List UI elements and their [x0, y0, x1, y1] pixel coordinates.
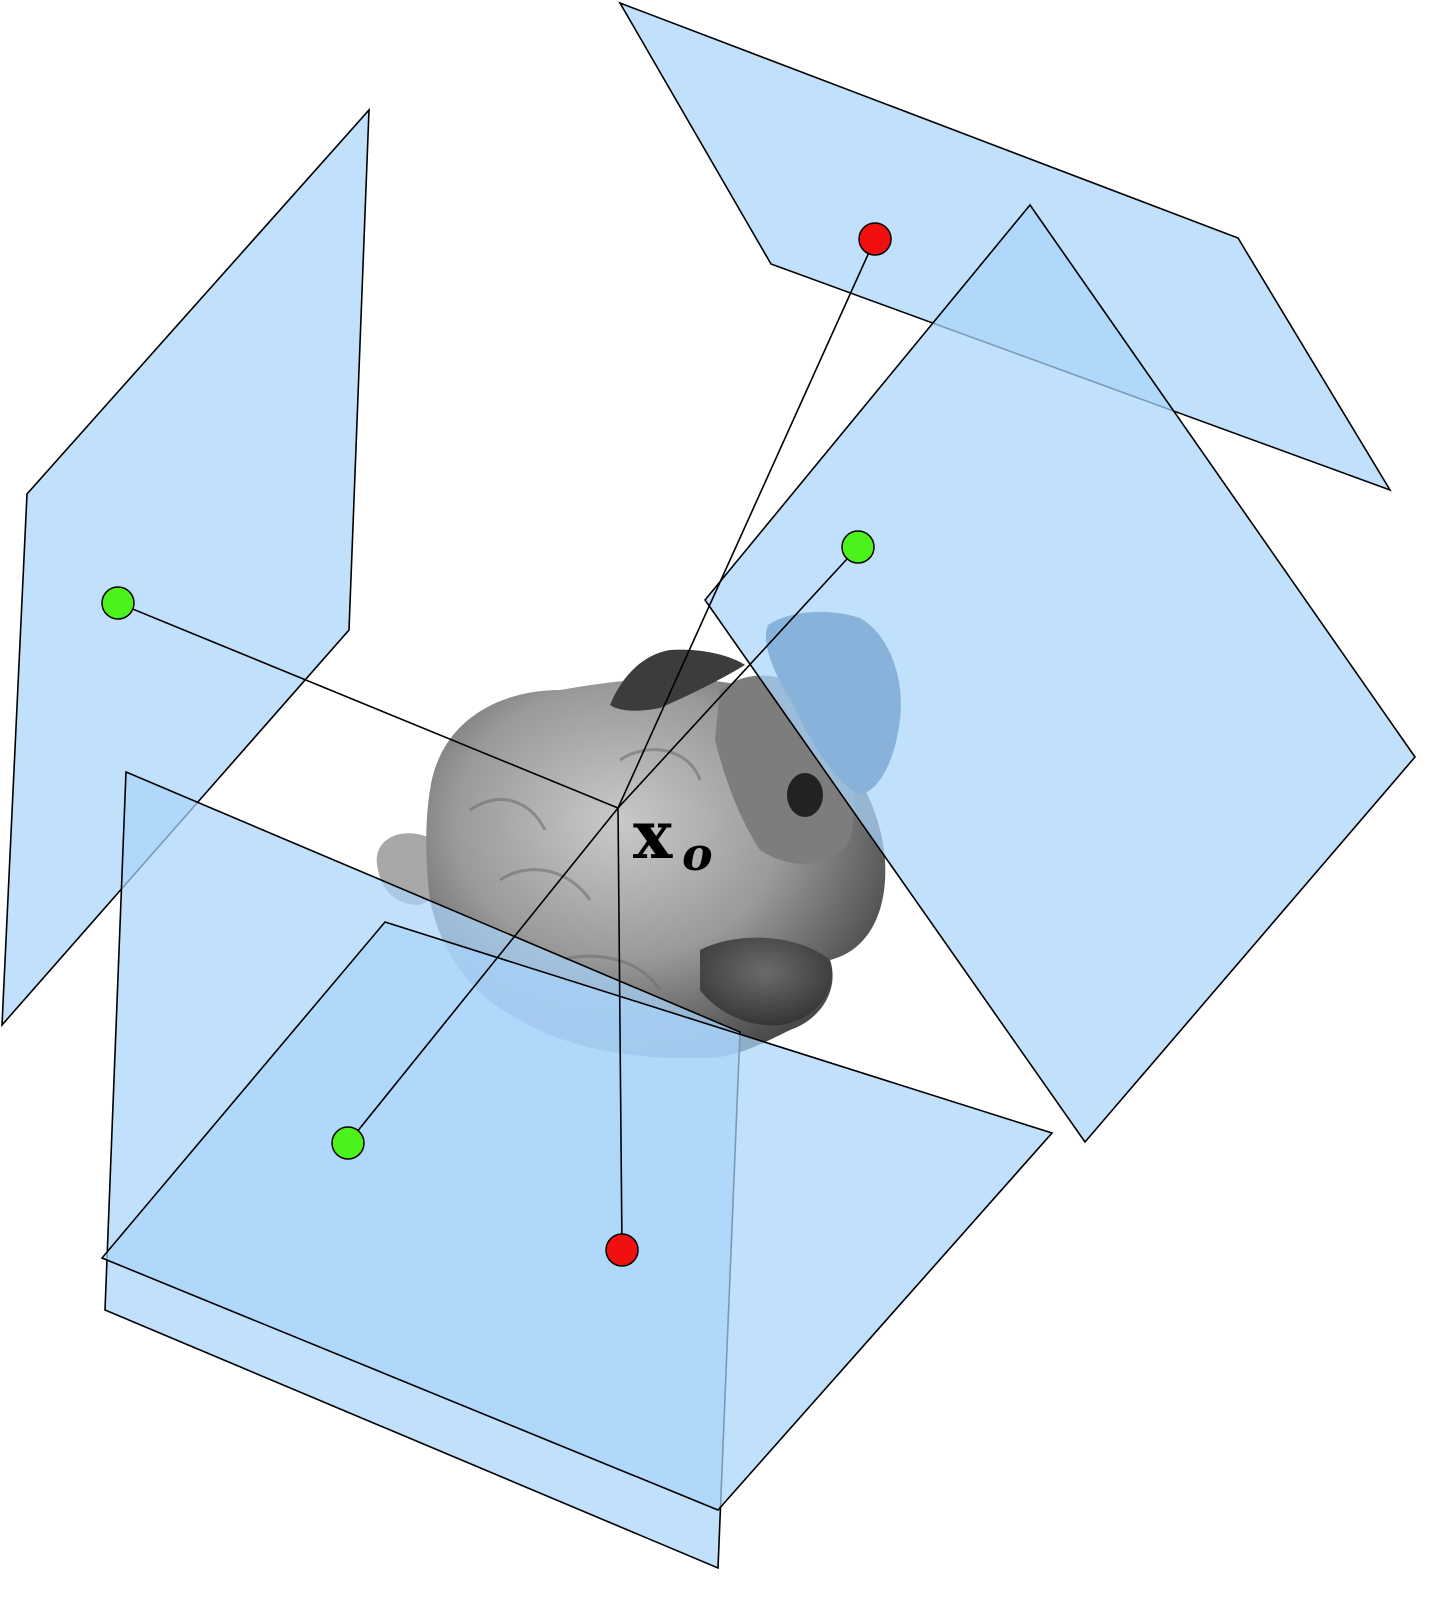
ray-bottom-green — [347, 807, 619, 1144]
red-point-bottom — [605, 1233, 639, 1267]
projection-rays — [117, 238, 876, 1251]
center-label-main: x — [633, 796, 673, 874]
green-point-left — [101, 586, 135, 620]
bunny-eye — [787, 773, 823, 817]
green-point-right — [841, 530, 875, 564]
right-image-plane — [703, 203, 1417, 1144]
bunny-texture — [469, 748, 702, 991]
center-label-subscript: o — [682, 827, 713, 881]
projection-points — [101, 222, 892, 1267]
bunny-ear-left — [610, 649, 745, 711]
red-point-top — [858, 222, 892, 256]
ray-right-green — [617, 546, 859, 809]
left-image-plane — [1, 107, 370, 1028]
bottom-image-plane — [100, 921, 1054, 1511]
ray-top-red — [617, 238, 876, 809]
ray-bottom-red — [617, 807, 623, 1251]
ray-left-green — [117, 602, 619, 809]
bunny-front-leg — [700, 937, 833, 1026]
center-label: x o — [633, 796, 713, 881]
green-point-bottom — [331, 1126, 365, 1160]
